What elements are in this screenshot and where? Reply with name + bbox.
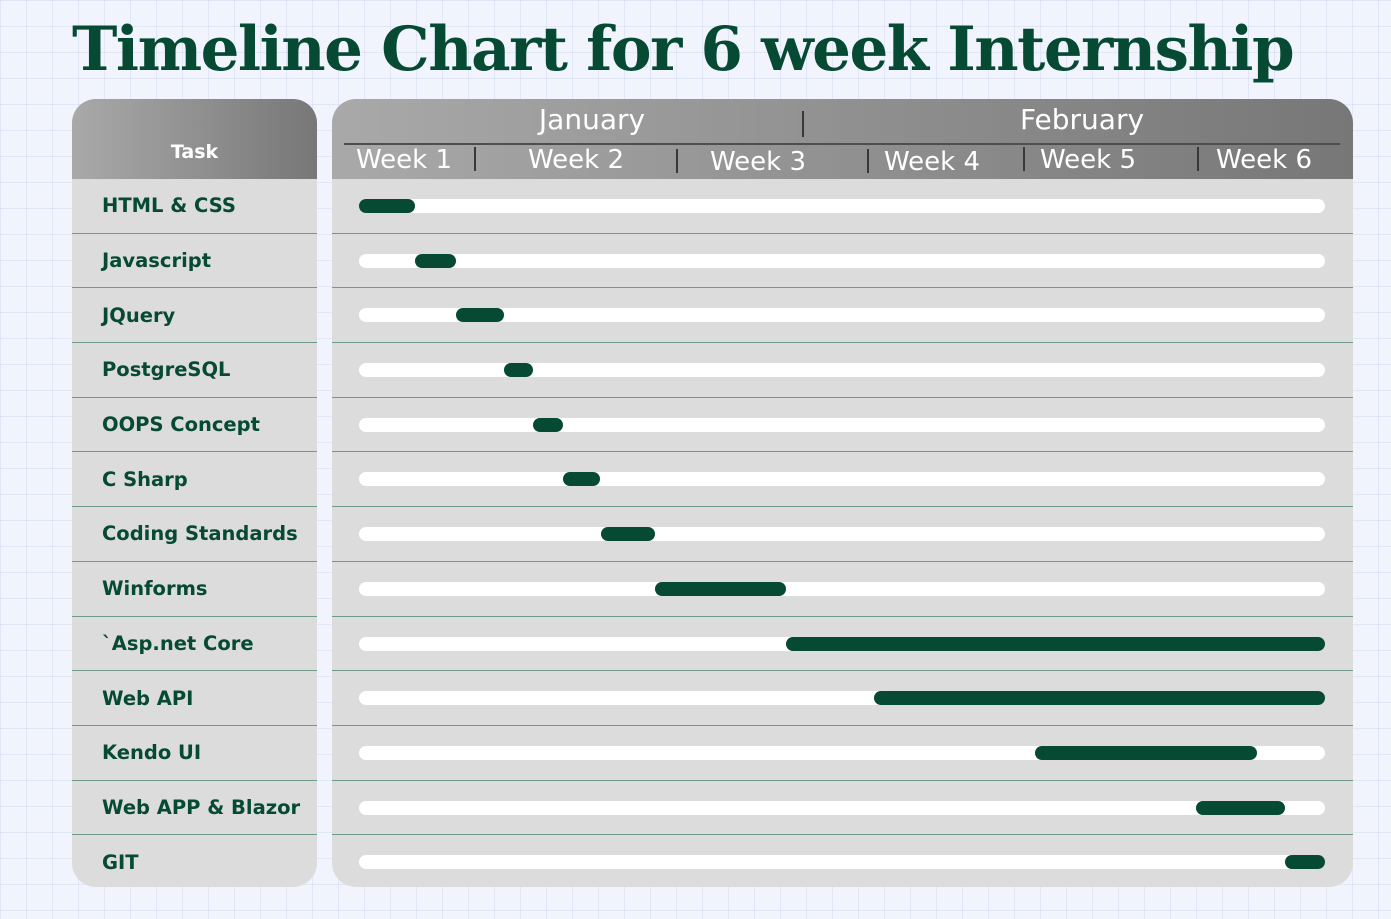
task-label: OOPS Concept (72, 398, 317, 453)
timeline-track (359, 472, 1325, 487)
month-separator (802, 111, 804, 137)
timeline-row (332, 835, 1353, 887)
task-bar (415, 253, 456, 268)
timeline-track (359, 363, 1325, 378)
timeline-track (359, 855, 1325, 870)
task-label: PostgreSQL (72, 343, 317, 398)
timeline-rows (332, 179, 1353, 887)
timeline-row (332, 617, 1353, 672)
task-bar (600, 527, 656, 542)
week-label-6: Week 6 (1216, 145, 1313, 175)
week-label-4: Week 4 (884, 147, 981, 177)
timeline-track (359, 745, 1325, 760)
timeline-track (359, 581, 1325, 596)
task-bar (563, 472, 601, 487)
month-label-february: February (1019, 103, 1145, 136)
week-label-5: Week 5 (1040, 145, 1137, 175)
task-header: Task (72, 99, 317, 179)
task-bar (1035, 745, 1258, 760)
task-label: HTML & CSS (72, 179, 317, 234)
timeline-row (332, 452, 1353, 508)
week-separator (867, 149, 869, 173)
timeline-row (332, 179, 1353, 234)
task-list: HTML & CSS Javascript JQuery PostgreSQL OOPS… (72, 179, 317, 887)
timeline-track (359, 253, 1325, 268)
timeline-row (332, 343, 1353, 398)
task-bar (874, 691, 1325, 706)
month-label-january: January (538, 103, 646, 136)
timeline-track (359, 417, 1325, 432)
week-separator (676, 149, 678, 173)
timeline-track (359, 199, 1325, 213)
task-label: Web APP & Blazor (72, 781, 317, 836)
timeline-row (332, 234, 1353, 289)
timeline-row (332, 562, 1353, 617)
task-bar (455, 308, 504, 323)
timeline-track (359, 800, 1325, 815)
header-divider-line (344, 143, 1340, 145)
task-label: Web API (72, 671, 317, 726)
timeline-header: January February Week 1 Week 2 Week 3 We… (332, 99, 1353, 179)
timeline-panel: January February Week 1 Week 2 Week 3 We… (332, 99, 1353, 887)
task-label: Kendo UI (72, 726, 317, 781)
week-label-1: Week 1 (356, 145, 453, 175)
timeline-row (332, 398, 1353, 453)
task-bar (1284, 855, 1325, 870)
task-bar (655, 581, 786, 596)
task-bar (785, 636, 1325, 651)
task-bar (1196, 800, 1285, 815)
task-label: Javascript (72, 234, 317, 289)
timeline-track (359, 527, 1325, 542)
task-label: GIT (102, 851, 139, 875)
task-bar (532, 417, 564, 432)
week-separator (474, 147, 476, 171)
task-label: JQuery (72, 288, 317, 344)
week-label-3: Week 3 (710, 147, 807, 177)
week-separator (1023, 147, 1025, 171)
task-label: Winforms (72, 562, 317, 617)
week-separator (1197, 147, 1199, 171)
timeline-row (332, 671, 1353, 726)
timeline-track (359, 636, 1325, 651)
task-bar (503, 363, 533, 378)
timeline-row (332, 781, 1353, 836)
task-bar (359, 199, 416, 213)
task-column: Task HTML & CSS Javascript JQuery PostgreSQ… (72, 99, 317, 887)
timeline-row (332, 288, 1353, 344)
chart-title: Timeline Chart for 6 week Internship (72, 14, 1295, 85)
task-label: Coding Standards (72, 507, 317, 562)
timeline-track (359, 691, 1325, 706)
timeline-row (332, 726, 1353, 781)
timeline-track (359, 308, 1325, 323)
task-label: C Sharp (72, 452, 317, 508)
timeline-row (332, 507, 1353, 562)
week-label-2: Week 2 (528, 145, 625, 175)
task-label: `Asp.net Core (72, 617, 317, 672)
